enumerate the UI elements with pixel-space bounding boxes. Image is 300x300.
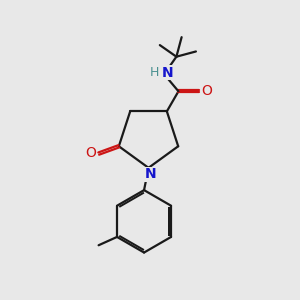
Text: O: O [202, 84, 212, 98]
Text: N: N [145, 167, 156, 182]
Text: N: N [162, 66, 173, 80]
Text: O: O [85, 146, 96, 160]
Text: H: H [150, 66, 159, 79]
